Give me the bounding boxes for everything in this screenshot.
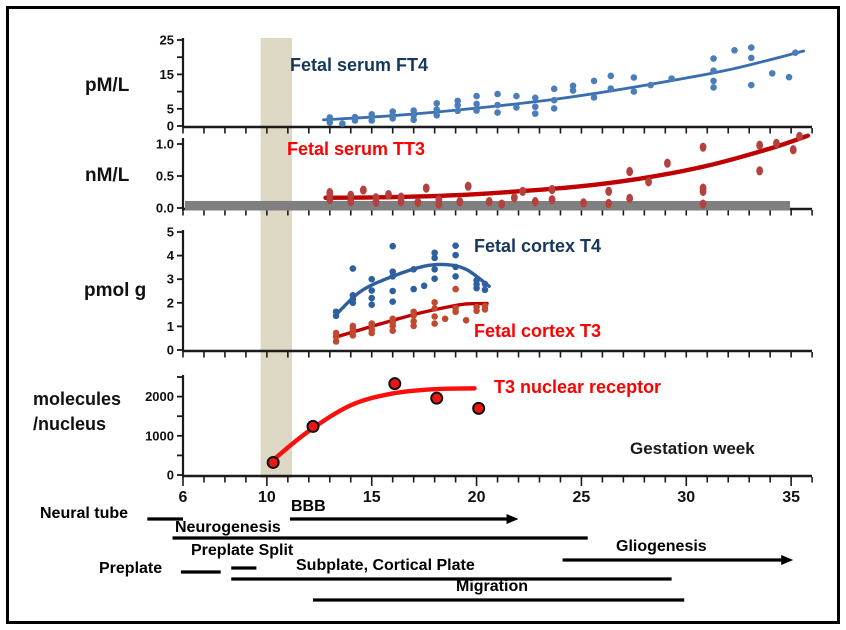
svg-text:0: 0: [167, 119, 174, 134]
timeline-label-bbb: BBB: [291, 498, 326, 515]
svg-text:1: 1: [167, 319, 174, 334]
figure-border: [6, 6, 840, 624]
y-unit-pmolg: pmol g: [84, 280, 147, 301]
svg-text:0: 0: [167, 468, 174, 483]
svg-text:1.0: 1.0: [156, 137, 174, 152]
svg-text:0.0: 0.0: [156, 201, 174, 216]
label-fetal-cortex-t3: Fetal cortex T3: [474, 321, 602, 341]
svg-text:4: 4: [167, 248, 175, 263]
svg-text:20: 20: [468, 489, 486, 506]
label-t3-nuclear-receptor: T3 nuclear receptor: [494, 377, 662, 397]
timeline-label-subplate: Subplate, Cortical Plate: [296, 557, 475, 574]
svg-text:25: 25: [573, 489, 591, 506]
svg-text:10: 10: [258, 489, 276, 506]
fetal_cortex-trend-line: [334, 262, 491, 317]
svg-text:35: 35: [782, 489, 800, 506]
timeline-label-neurogenesis: Neurogenesis: [175, 519, 281, 536]
timeline-arrowhead-bbb: [506, 514, 519, 524]
svg-text:5: 5: [167, 225, 174, 240]
y-unit-molecules-line1: molecules: [33, 389, 122, 409]
timeline-label-gliogenesis: Gliogenesis: [616, 538, 707, 555]
svg-text:5: 5: [167, 101, 174, 116]
detection-limit-band: [185, 200, 790, 211]
timeline-label-migration: Migration: [456, 578, 528, 595]
timeline-label-preplate-split: Preplate Split: [191, 542, 294, 559]
label-fetal-cortex-t4: Fetal cortex T4: [474, 236, 602, 256]
svg-text:2: 2: [167, 295, 174, 310]
highlight-band-week10: [260, 38, 293, 478]
x-axis-title: Gestation week: [630, 439, 755, 458]
fetal_cortex-trend-line: [334, 301, 489, 339]
label-fetal-serum-tt3: Fetal serum TT3: [287, 139, 426, 159]
svg-text:0: 0: [167, 343, 174, 358]
y-unit-nml: nM/L: [85, 165, 130, 186]
svg-text:6: 6: [179, 489, 188, 506]
fetal_serum_tt3-trend-line: [323, 133, 811, 200]
t3_nuclear_receptor-trend-line: [273, 386, 477, 461]
svg-text:30: 30: [677, 489, 695, 506]
svg-text:15: 15: [160, 67, 174, 82]
svg-text:3: 3: [167, 272, 174, 287]
timeline-label-neural-tube: Neural tube: [40, 505, 129, 522]
svg-text:1000: 1000: [145, 428, 174, 443]
svg-text:2000: 2000: [145, 389, 174, 404]
timeline-arrowhead-gliogenesis: [781, 555, 794, 565]
svg-text:15: 15: [363, 489, 381, 506]
timeline-label-preplate: Preplate: [99, 560, 163, 577]
y-unit-pml: pM/L: [85, 75, 130, 96]
y-unit-molecules-line2: /nucleus: [33, 414, 107, 434]
label-fetal-serum-ft4: Fetal serum FT4: [290, 55, 429, 75]
svg-text:25: 25: [160, 33, 174, 48]
svg-text:0.5: 0.5: [156, 169, 174, 184]
